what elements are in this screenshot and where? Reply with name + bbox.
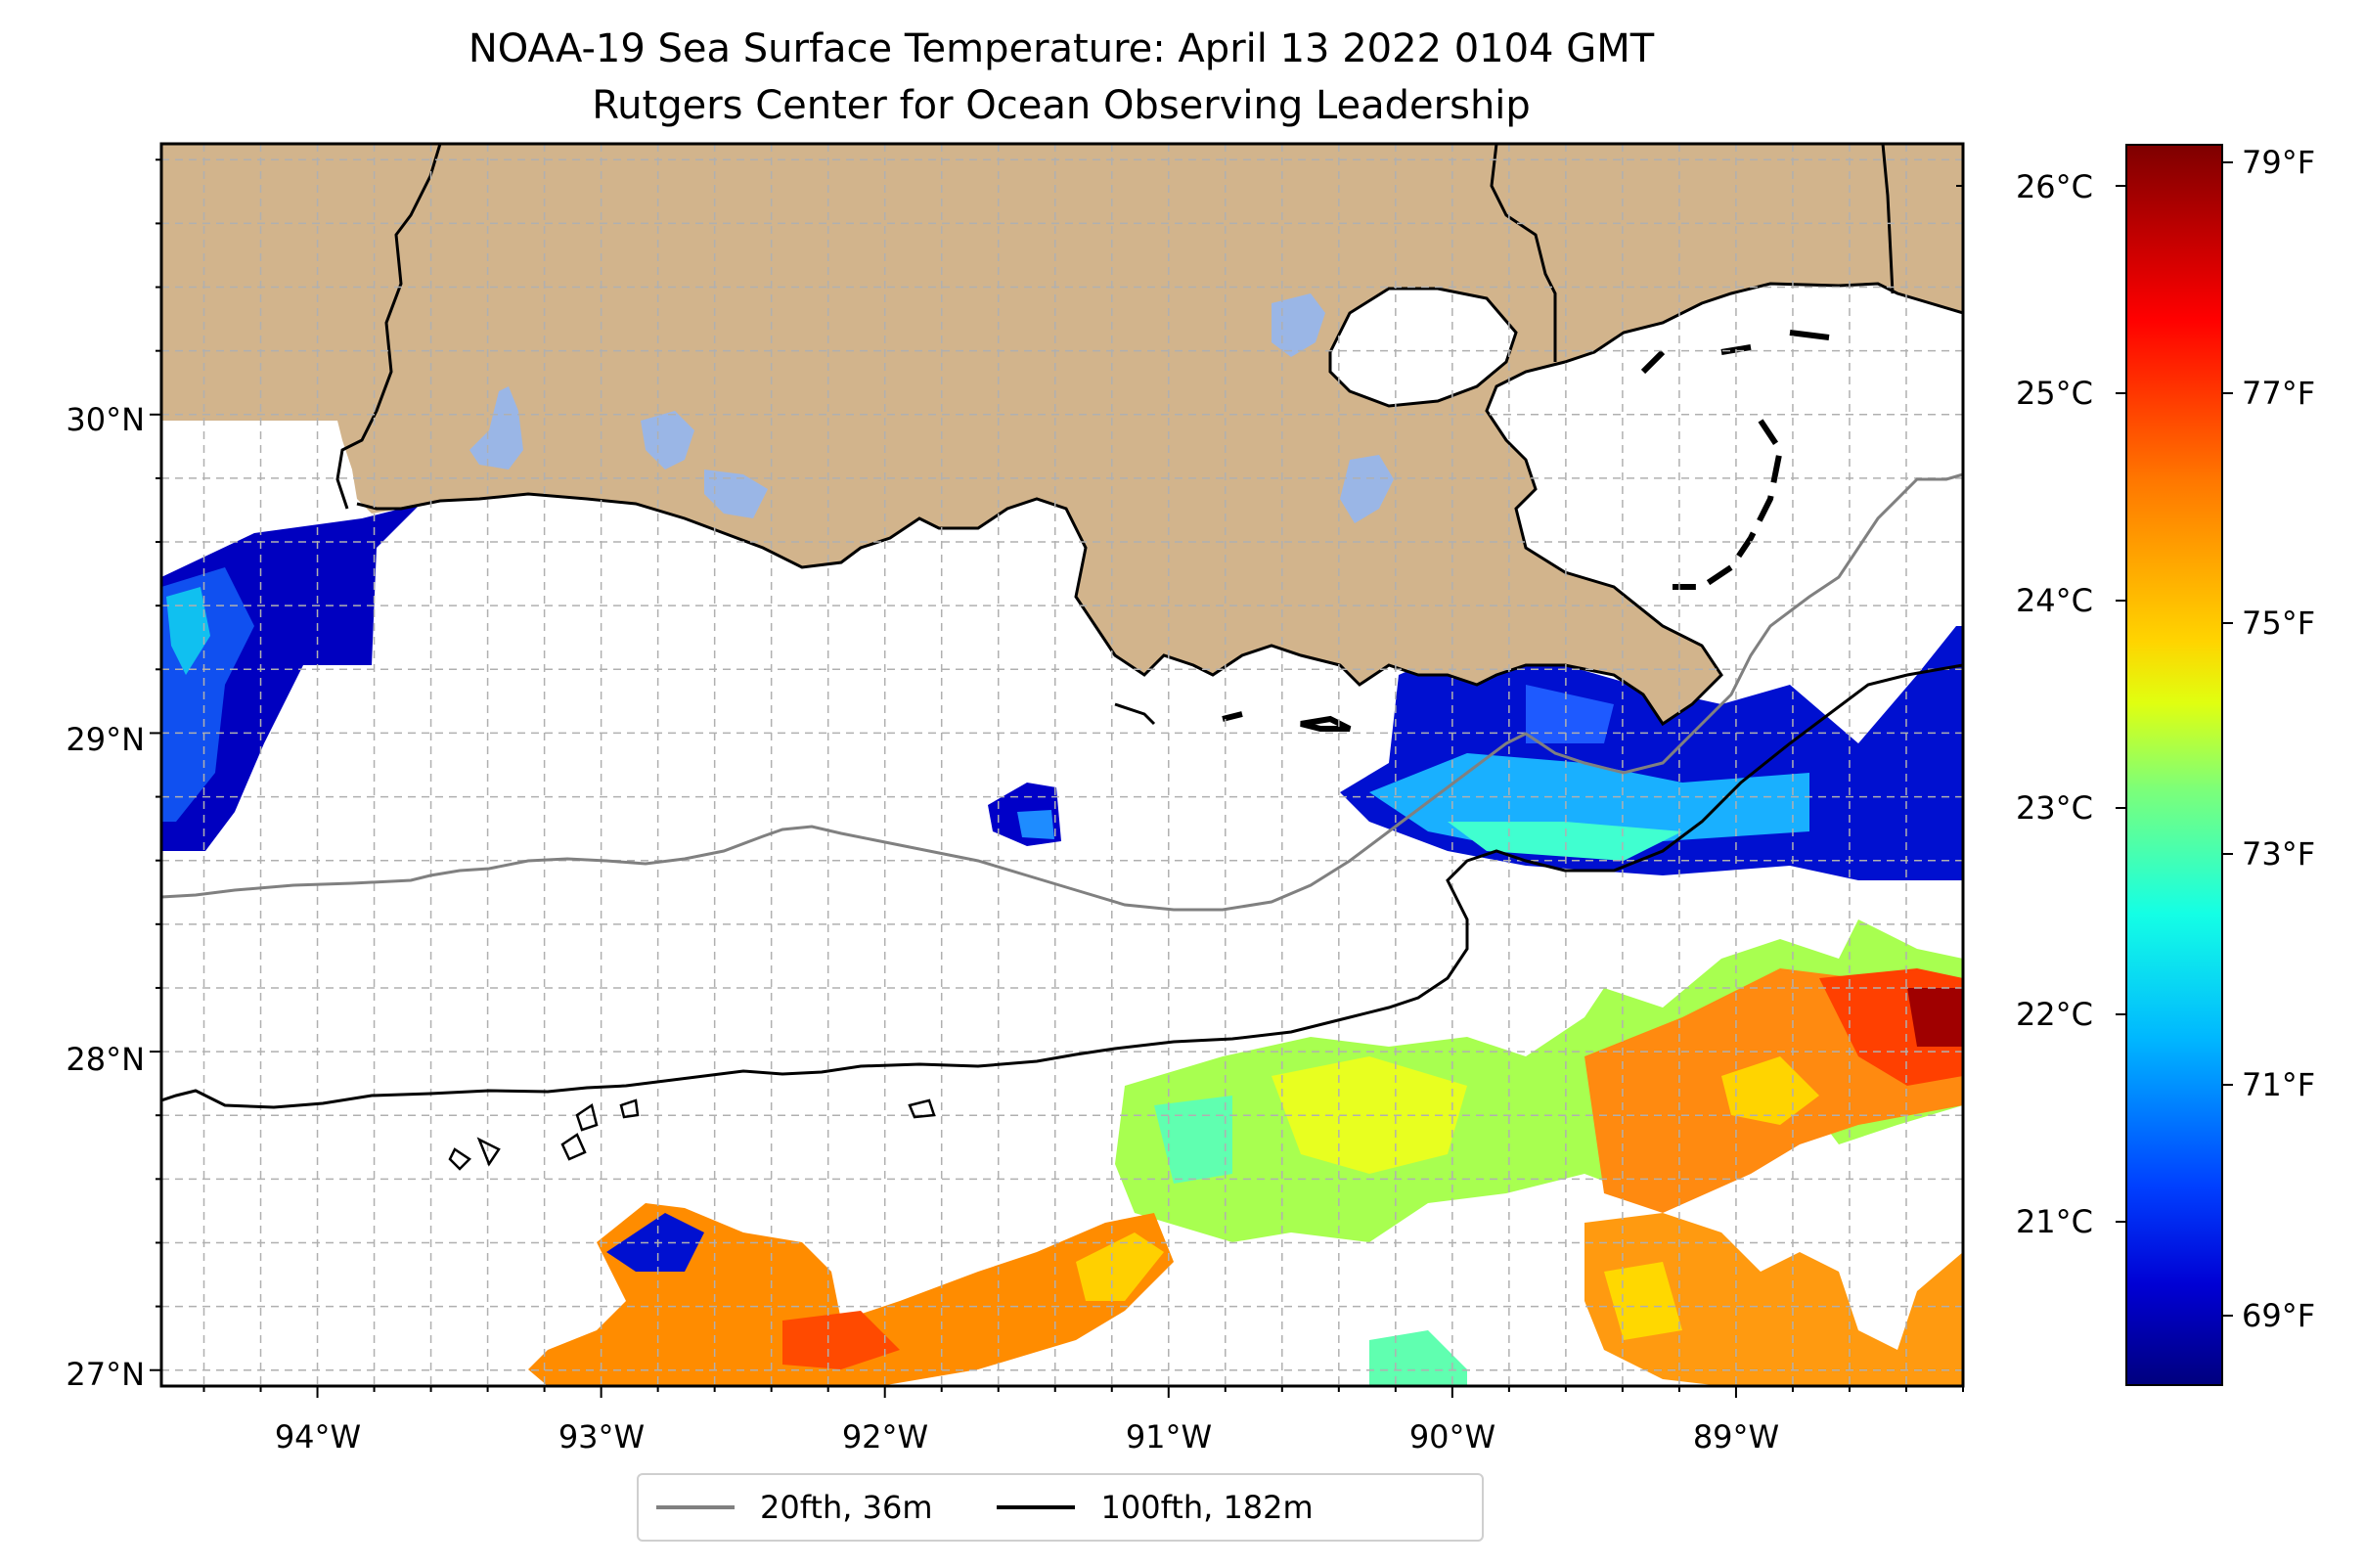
colorbar [2125,144,2223,1386]
cbar-f-69: 69°F [2242,1297,2315,1334]
cbar-c-22: 22°C [2016,996,2093,1033]
y-tick-30n: 30°N [66,401,145,438]
x-tick-92w: 92°W [842,1418,928,1456]
isobath-20fth [161,472,1963,912]
legend-swatch-100fth [997,1505,1076,1509]
map-grid [161,144,1963,1386]
cbar-c-21: 21°C [2016,1203,2093,1240]
cbar-f-79: 79°F [2242,144,2315,181]
isobath-100fth [161,663,1963,1109]
legend-swatch-20fth [656,1505,735,1509]
cbar-f-71: 71°F [2242,1066,2315,1103]
legend-item-100fth: 100fth, 182m [997,1489,1314,1526]
cbar-c-26: 26°C [2016,168,2093,205]
coastline [335,144,1963,732]
map-title: NOAA-19 Sea Surface Temperature: April 1… [468,26,1655,71]
shelf-features [448,1098,936,1171]
isobath-legend: 20fth, 36m 100fth, 182m [637,1473,1484,1542]
sst-warm-southwest-patch [528,1203,1174,1386]
cbar-f-77: 77°F [2242,375,2315,412]
cbar-c-23: 23°C [2016,789,2093,827]
x-tick-91w: 91°W [1126,1418,1212,1456]
sst-delta-cold-patch [1340,626,1963,880]
sst-cold-west-patch [161,504,421,851]
x-tick-90w: 90°W [1409,1418,1495,1456]
sst-warm-south-patch [1115,919,1963,1242]
x-tick-94w: 94°W [275,1418,361,1456]
axis-ticks [150,158,1964,1398]
legend-label-100fth: 100fth, 182m [1100,1489,1314,1526]
lake-pontchartrain [1328,287,1518,408]
legend-label-20fth: 20fth, 36m [760,1489,933,1526]
cbar-f-75: 75°F [2242,605,2315,642]
legend-item-20fth: 20fth, 36m [656,1489,932,1526]
cbar-c-24: 24°C [2016,582,2093,619]
plot-frame [159,142,1965,1388]
map-subtitle: Rutgers Center for Ocean Observing Leade… [592,83,1531,128]
sst-south-right-patch [1369,1213,1963,1386]
lakes [469,293,1394,523]
y-tick-29n: 29°N [66,721,145,758]
y-tick-27n: 27°N [66,1356,145,1393]
x-tick-89w: 89°W [1693,1418,1779,1456]
sst-small-patch-91w [988,783,1061,846]
land-mass [161,144,1963,724]
y-tick-28n: 28°N [66,1041,145,1078]
x-tick-93w: 93°W [558,1418,645,1456]
cbar-f-73: 73°F [2242,835,2315,873]
cbar-c-25: 25°C [2016,375,2093,412]
